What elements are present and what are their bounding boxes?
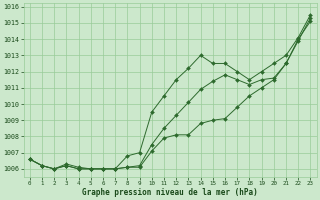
X-axis label: Graphe pression niveau de la mer (hPa): Graphe pression niveau de la mer (hPa)	[82, 188, 258, 197]
